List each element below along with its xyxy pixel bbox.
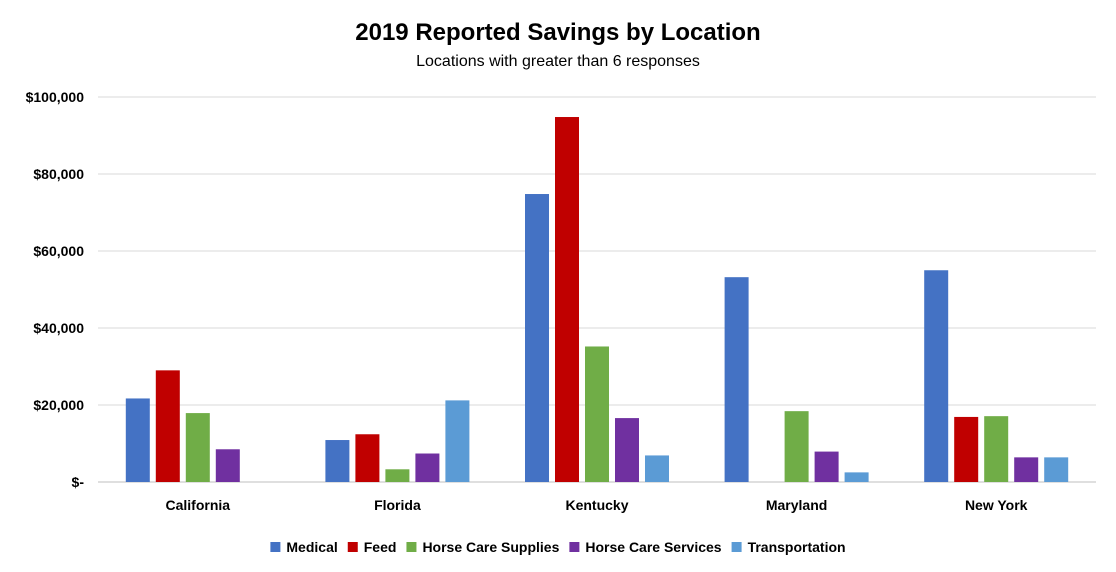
bar-transportation-new-york [1044,457,1069,482]
bar-medical-kentucky [525,194,549,482]
legend-swatch [270,542,281,552]
bar-feed-new-york [954,416,979,482]
x-category-label: California [166,497,231,513]
bar-horse-care-services-florida [415,453,440,482]
bar-horse-care-services-california [215,449,240,482]
x-category-label: Florida [374,497,421,513]
y-tick-label: $20,000 [33,397,84,413]
legend-item: Transportation [731,539,846,555]
y-tick-label: $- [72,474,85,490]
y-tick-label: $80,000 [33,166,84,182]
bar-horse-care-supplies-kentucky [585,346,609,482]
legend-label: Transportation [748,539,846,555]
bar-transportation-florida [445,400,470,482]
bar-horse-care-supplies-florida [385,469,410,482]
bar-transportation-maryland [844,472,869,482]
legend-item: Feed [347,539,397,555]
legend-swatch [347,542,358,552]
chart-subtitle: Locations with greater than 6 responses [416,53,700,70]
x-category-label: New York [965,497,1028,513]
chart-title: 2019 Reported Savings by Location [355,19,760,46]
x-category-label: Maryland [766,497,827,513]
legend-item: Horse Care Services [569,539,722,555]
y-tick-label: $60,000 [33,243,84,259]
bar-feed-kentucky [555,117,579,483]
bar-horse-care-supplies-maryland [784,411,809,482]
legend-label: Medical [286,539,337,555]
legend-label: Feed [364,539,397,555]
bar-horse-care-services-maryland [814,451,839,482]
y-axis: $- $20,000 $40,000 $60,000 $80,000 $100,000 [26,89,1096,490]
bar-feed-california [155,370,180,482]
legend-item: Medical [270,539,338,555]
bar-horse-care-supplies-new-york [984,416,1009,482]
bar-horse-care-services-kentucky [615,418,639,482]
legend-swatch [731,542,742,552]
legend-swatch [406,542,417,552]
x-category-label: Kentucky [565,497,628,513]
bar-feed-florida [355,434,380,482]
legend-label: Horse Care Supplies [422,539,559,555]
y-tick-label: $100,000 [26,89,85,105]
bar-transportation-kentucky [645,455,669,482]
bar-medical-new-york [924,270,949,482]
legend: Medical Feed Horse Care Supplies Horse Care… [270,539,846,555]
y-tick-label: $40,000 [33,320,84,336]
bar-horse-care-services-new-york [1014,457,1039,482]
bar-medical-california [125,398,150,482]
legend-label: Horse Care Services [585,539,721,555]
bars [125,117,1069,483]
bar-medical-maryland [724,277,749,482]
x-axis: California Florida Kentucky Maryland New Yor… [166,497,1028,513]
bar-horse-care-supplies-california [185,413,210,482]
legend-swatch [569,542,580,552]
legend-item: Horse Care Supplies [406,539,560,555]
bar-medical-florida [325,440,350,482]
